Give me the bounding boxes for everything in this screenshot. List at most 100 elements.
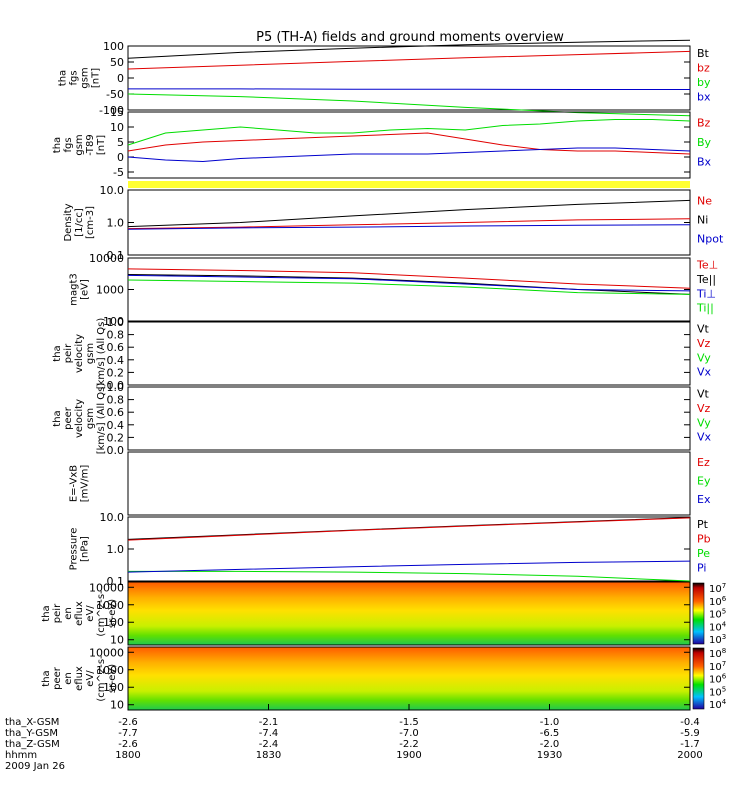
y-axis-label: [mV/m] <box>80 465 91 503</box>
y-axis-label: eflux <box>74 601 85 626</box>
legend-entry: Ez <box>697 456 710 469</box>
y-tick-label: 1000 <box>96 664 124 677</box>
y-tick-label: 100 <box>103 616 124 629</box>
legend-entry: Pi <box>697 562 706 575</box>
y-axis-label: eflux <box>74 666 85 691</box>
colorbar-tick-label: 108 <box>709 647 726 660</box>
panel-fgs_t89: 15 10 5 0 -5 tha fgs gsm -T89 [nT] Bz By Bx <box>52 106 712 179</box>
colorbar-tick-label: 107 <box>709 582 726 595</box>
legend-entry: Ne <box>697 194 712 207</box>
x-tick-label: 1800 <box>115 750 140 761</box>
y-axis-label: tha <box>52 345 63 361</box>
x-tick-label: -2.6 <box>118 717 138 728</box>
legend-entry: bz <box>697 61 710 74</box>
yellow-band <box>128 181 690 188</box>
legend-entry: Te|| <box>696 273 716 286</box>
series-line-by <box>127 93 691 117</box>
x-axis-row-label: tha_X-GSM <box>5 717 59 728</box>
colorbar-tick-exponent: 5 <box>722 608 726 616</box>
legend-entry: Bt <box>697 47 710 60</box>
series-line-Pi <box>127 560 691 573</box>
legend-entry: by <box>697 76 711 89</box>
y-tick-label: -100 <box>99 104 124 117</box>
y-tick-label: 0.4 <box>107 419 125 432</box>
y-axis-label: tha <box>58 70 69 86</box>
x-axis-row-label: hhmm <box>5 750 37 761</box>
date-label: 2009 Jan 26 <box>5 761 65 772</box>
colorbar-tick-exponent: 5 <box>722 685 726 693</box>
y-tick-label: 1.0 <box>107 316 125 329</box>
y-tick-label: 0.6 <box>107 341 125 354</box>
y-axis-label: gsm <box>80 67 91 88</box>
y-axis-label: en <box>63 607 74 620</box>
panel-frame <box>127 386 691 451</box>
y-axis-label: Pressure <box>69 528 80 571</box>
y-axis-label: fgs <box>63 137 74 152</box>
y-tick-label: 1.0 <box>107 217 125 230</box>
x-tick-label: 1830 <box>256 750 281 761</box>
y-tick-label: 10 <box>110 699 124 712</box>
series-line-Bx <box>127 147 691 163</box>
x-tick-label: -7.7 <box>118 728 138 739</box>
panel-frame <box>127 321 691 386</box>
y-axis-label: velocity <box>74 399 85 438</box>
series-line-Ni <box>127 199 691 228</box>
colorbar-tick-exponent: 3 <box>722 633 726 641</box>
x-tick-label: 2000 <box>677 750 702 761</box>
series-line-By <box>127 119 691 146</box>
y-axis-label: magt3 <box>69 273 80 306</box>
y-tick-label: 0.6 <box>107 406 125 419</box>
legend-entry: Npot <box>697 233 724 246</box>
y-tick-label: 0 <box>117 72 124 85</box>
y-axis-label: peir <box>52 603 63 623</box>
y-tick-label: 0.8 <box>107 329 125 342</box>
y-tick-label: 10.0 <box>100 511 125 524</box>
x-tick-label: -1.7 <box>680 739 700 750</box>
x-tick-label: -7.4 <box>259 728 279 739</box>
x-tick-label: -2.0 <box>540 739 560 750</box>
x-tick-label: -0.4 <box>680 717 700 728</box>
y-axis-label: sr-eV) <box>107 664 118 693</box>
colorbar-tick-exponent: 6 <box>722 673 727 681</box>
panel-density: 10.0 1.0 0.1 Density [1/cc] [cm-3] Ne Ni Npot <box>63 184 724 262</box>
y-tick-label: 1.0 <box>107 381 125 394</box>
colorbar-tick-label: 103 <box>709 633 726 646</box>
y-tick-label: 5 <box>117 136 124 149</box>
x-tick-label: -2.4 <box>259 739 279 750</box>
legend-entry: Vt <box>697 388 710 401</box>
panel-frame <box>127 45 691 111</box>
x-tick-label: -1.5 <box>399 717 419 728</box>
y-tick-label: 0.1 <box>107 575 125 588</box>
y-tick-label: 0.0 <box>107 379 125 392</box>
y-axis-label: -T89 <box>85 134 96 156</box>
x-tick-label: -5.9 <box>680 728 700 739</box>
legend-entry: bx <box>697 91 711 104</box>
legend-entry: Pt <box>697 518 709 531</box>
series-line-bx <box>128 88 690 90</box>
y-axis-label: E=-VxB <box>69 465 80 502</box>
y-axis-label: eV/ <box>85 605 96 622</box>
y-axis-label: tha <box>52 410 63 426</box>
y-axis-label: gsm <box>74 134 85 155</box>
spectrogram-peir_spec <box>128 582 690 645</box>
legend-entry: Vx <box>697 366 712 379</box>
legend-entry: Ti|| <box>696 302 714 315</box>
y-tick-label: 0.1 <box>107 249 125 262</box>
y-axis-label: [eV] <box>80 279 91 300</box>
y-tick-label: 100 <box>103 40 124 53</box>
x-axis-row-label: tha_Y-GSM <box>5 728 58 739</box>
legend-entry: Ex <box>697 493 711 506</box>
colorbar-tick-exponent: 8 <box>722 647 726 655</box>
legend-entry: Vy <box>697 416 711 429</box>
y-tick-label: 10 <box>110 634 124 647</box>
y-tick-label: -50 <box>106 88 124 101</box>
panel-frame <box>127 189 691 256</box>
colorbar-tick-label: 104 <box>709 620 727 633</box>
legend-entry: Ni <box>697 213 708 226</box>
